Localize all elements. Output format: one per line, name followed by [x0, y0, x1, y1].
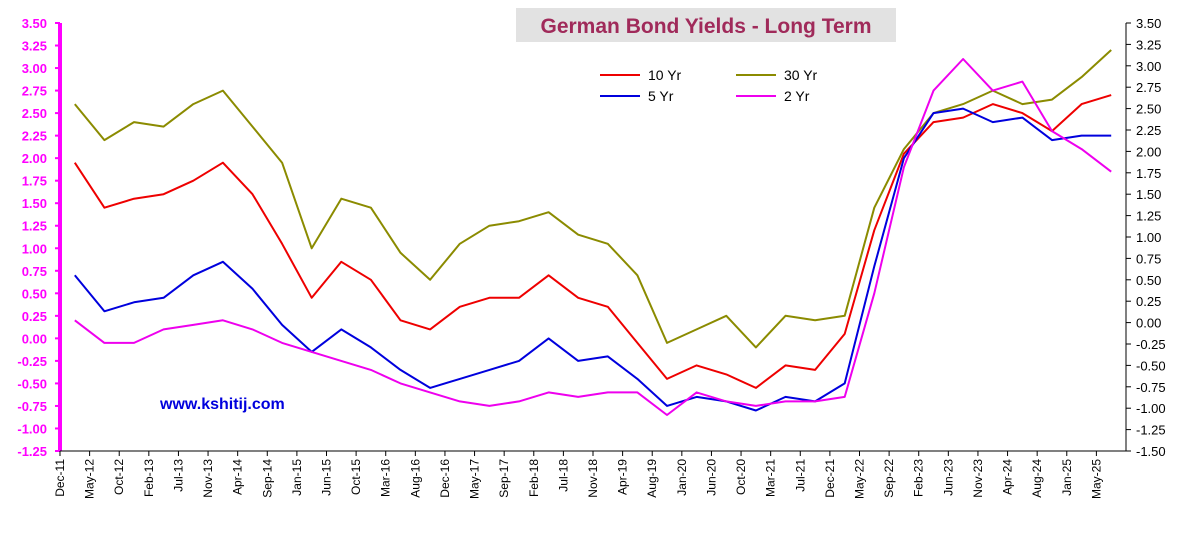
left-tick-label: 1.50	[22, 196, 47, 211]
series-line-2-yr	[74, 58, 1112, 416]
x-tick-label: May-17	[468, 459, 482, 499]
left-tick-label: 3.25	[22, 39, 47, 54]
x-tick-label: Jul-13	[171, 459, 185, 492]
x-tick-label: May-25	[1089, 459, 1103, 499]
left-tick-label: -0.75	[17, 399, 47, 414]
x-tick-label: Sep-14	[260, 459, 274, 498]
left-tick-label: 3.50	[22, 16, 47, 31]
x-tick-label: Aug-19	[645, 459, 659, 498]
left-tick-label: 0.75	[22, 264, 47, 279]
right-tick-label: 1.50	[1136, 187, 1161, 202]
left-tick-label: -0.50	[17, 376, 47, 391]
x-tick-label: Jun-23	[941, 459, 955, 496]
left-tick-label: 2.25	[22, 129, 47, 144]
right-tick-label: -1.50	[1136, 444, 1166, 459]
x-tick-label: Dec-21	[823, 459, 837, 498]
legend-label: 10 Yr	[648, 67, 682, 83]
left-axis-ticks: 3.50 3.25 3.00 2.75 2.50 2.25 2.00 1.75 1.50 1.25…	[17, 16, 60, 459]
title-background	[516, 8, 896, 42]
x-tick-label: Aug-16	[408, 459, 422, 498]
x-tick-label: Mar-21	[764, 459, 778, 497]
right-tick-label: 3.50	[1136, 16, 1161, 31]
legend-label: 2 Yr	[784, 88, 810, 104]
legend-label: 30 Yr	[784, 67, 818, 83]
left-tick-label: 2.75	[22, 84, 47, 99]
left-tick-label: 1.75	[22, 174, 47, 189]
x-tick-label: Nov-13	[201, 459, 215, 498]
x-tick-label: Sep-22	[882, 459, 896, 498]
x-tick-label: Dec-16	[438, 459, 452, 498]
x-tick-label: May-12	[83, 459, 97, 499]
right-tick-label: -0.50	[1136, 358, 1166, 373]
chart-title: German Bond Yields - Long Term	[541, 15, 872, 38]
left-tick-label: 2.00	[22, 151, 47, 166]
right-tick-label: 3.00	[1136, 59, 1161, 74]
right-tick-label: 2.50	[1136, 102, 1161, 117]
right-axis-ticks: 3.50 3.25 3.00 2.75 2.50 2.25 2.00 1.75 1.50 1.25…	[1126, 16, 1166, 459]
left-tick-label: 0.50	[22, 286, 47, 301]
left-tick-label: -1.00	[17, 421, 47, 436]
x-tick-label: Dec-11	[53, 459, 67, 497]
x-tick-label: Apr-19	[616, 459, 630, 495]
legend: 10 Yr 30 Yr 5 Yr 2 Yr	[590, 60, 842, 108]
left-tick-label: 2.50	[22, 106, 47, 121]
right-tick-label: 3.25	[1136, 37, 1161, 52]
right-tick-label: 0.75	[1136, 251, 1161, 266]
x-tick-label: Mar-16	[379, 459, 393, 497]
right-tick-label: -0.75	[1136, 380, 1166, 395]
x-tick-label: Feb-18	[527, 459, 541, 497]
x-tick-label: Jan-25	[1060, 459, 1074, 496]
right-tick-label: 1.25	[1136, 209, 1161, 224]
series-line-5-yr	[74, 107, 1112, 412]
x-tick-label: Jul-18	[556, 459, 570, 492]
left-tick-label: 3.00	[22, 61, 47, 76]
legend-background	[590, 60, 842, 108]
watermark-text: www.kshitij.com	[159, 396, 285, 413]
left-tick-label: -0.25	[17, 354, 47, 369]
x-tick-label: Jan-15	[290, 459, 304, 496]
x-tick-label: Feb-13	[142, 459, 156, 497]
series-layer	[73, 49, 1112, 416]
x-tick-label: Apr-14	[231, 459, 245, 495]
right-tick-label: 2.00	[1136, 144, 1161, 159]
right-tick-label: 0.00	[1136, 316, 1161, 331]
x-tick-label: Jun-15	[320, 459, 334, 496]
left-tick-label: 1.00	[22, 241, 47, 256]
legend-label: 5 Yr	[648, 88, 674, 104]
left-tick-label: -1.25	[17, 444, 47, 459]
x-tick-label: Feb-23	[912, 459, 926, 497]
x-tick-label: Oct-12	[112, 459, 126, 495]
x-tick-label: Jan-20	[675, 459, 689, 496]
right-tick-label: 1.00	[1136, 230, 1161, 245]
right-tick-label: 1.75	[1136, 166, 1161, 181]
right-tick-label: 2.75	[1136, 80, 1161, 95]
right-tick-label: -1.00	[1136, 401, 1166, 416]
right-tick-label: 2.25	[1136, 123, 1161, 138]
x-tick-label: Oct-20	[734, 459, 748, 495]
x-tick-label: Jul-21	[793, 459, 807, 492]
left-tick-label: 0.00	[22, 331, 47, 346]
left-tick-label: 0.25	[22, 309, 47, 324]
x-tick-label: Apr-24	[1001, 459, 1015, 495]
x-axis-ticks: Dec-11 May-12 Oct-12 Feb-13 Jul-13 Nov-13 Apr-…	[53, 451, 1103, 499]
right-tick-label: -0.25	[1136, 337, 1166, 352]
x-tick-label: Oct-15	[349, 459, 363, 495]
x-tick-label: Jun-20	[704, 459, 718, 496]
right-tick-label: 0.50	[1136, 273, 1161, 288]
x-tick-label: Aug-24	[1030, 459, 1044, 498]
right-tick-label: -1.25	[1136, 423, 1166, 438]
x-tick-label: May-22	[853, 459, 867, 499]
x-tick-label: Nov-23	[971, 459, 985, 498]
left-tick-label: 1.25	[22, 219, 47, 234]
series-line-10-yr	[73, 94, 1112, 389]
right-tick-label: 0.25	[1136, 294, 1161, 309]
x-tick-label: Nov-18	[586, 459, 600, 498]
x-tick-label: Sep-17	[497, 459, 511, 498]
